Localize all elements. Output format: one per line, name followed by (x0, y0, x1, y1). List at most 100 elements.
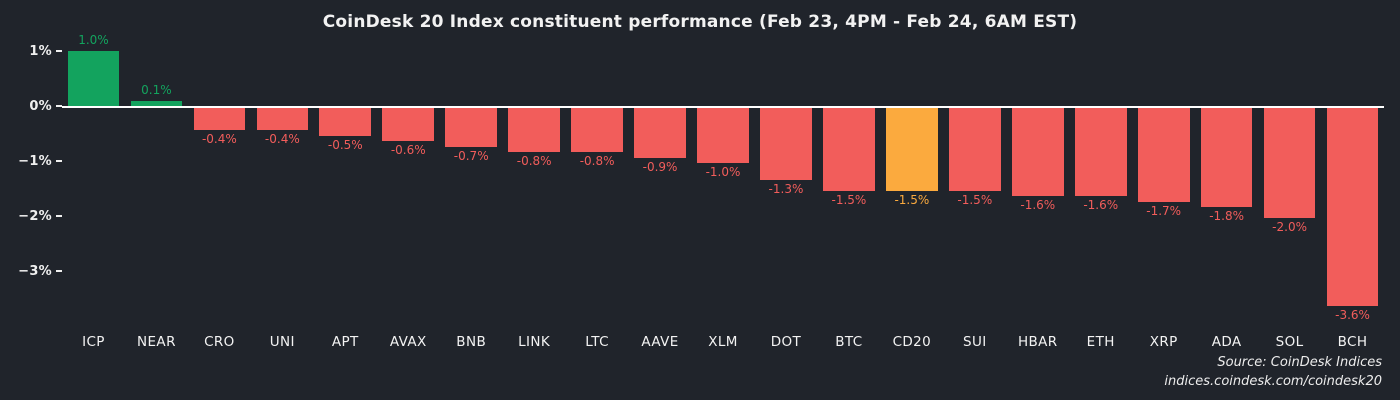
bar-column-ICP: 1.0% (62, 33, 125, 326)
bar-value-label-DOT: -1.3% (768, 181, 804, 196)
zero-axis-line (62, 106, 1384, 108)
x-label-ICP: ICP (82, 334, 105, 350)
bar-NEAR (130, 100, 183, 106)
x-label-BTC: BTC (835, 334, 863, 350)
x-label-DOT: DOT (770, 334, 802, 350)
bar-SOL (1263, 108, 1316, 218)
bar-column-BCH: -3.6% (1321, 44, 1384, 326)
y-tick-label: −1% (18, 153, 52, 169)
x-label-BCH: BCH (1337, 334, 1368, 350)
bar-column-BNB: -0.7% (440, 44, 503, 326)
bar-value-label-SUI: -1.5% (957, 192, 993, 207)
y-tick-1: 1% (29, 42, 62, 60)
bar-column-SOL: -2.0% (1258, 44, 1321, 326)
y-tick-−2: −2% (18, 207, 62, 225)
chart-title: CoinDesk 20 Index constituent performanc… (322, 12, 1078, 32)
bar-column-LTC: -0.8% (566, 44, 629, 326)
x-label-CD20: CD20 (892, 334, 932, 350)
x-label-XLM: XLM (708, 334, 738, 350)
bar-value-label-ICP: 1.0% (78, 33, 109, 47)
y-tick-label: −2% (18, 208, 52, 224)
bar-value-label-AAVE: -0.9% (642, 159, 678, 174)
y-axis: 1% 0% −1% −2% −3% (0, 44, 62, 326)
bar-ADA (1200, 108, 1253, 207)
plot-wrapper: 1% 0% −1% −2% −3% 1.0% 0.1% -0.4% -0.4% -0.5% -0.… (0, 33, 1384, 326)
y-tick-mark (56, 270, 62, 272)
bar-column-NEAR: 0.1% (125, 44, 188, 326)
bar-column-ETH: -1.6% (1069, 44, 1132, 326)
bar-APT (319, 108, 372, 136)
x-label-HBAR: HBAR (1017, 334, 1058, 350)
y-tick-−1: −1% (18, 152, 62, 170)
bar-column-XLM: -1.0% (692, 44, 755, 326)
x-label-ADA: ADA (1211, 334, 1242, 350)
bar-column-CRO: -0.4% (188, 44, 251, 326)
x-label-LTC: LTC (585, 334, 609, 350)
x-label-SUI: SUI (963, 334, 987, 350)
y-tick-mark (56, 215, 62, 217)
bar-BNB (445, 108, 498, 147)
bar-HBAR (1011, 108, 1064, 196)
bar-BCH (1326, 108, 1379, 306)
bar-column-BTC: -1.5% (817, 44, 880, 326)
bar-LTC (571, 108, 623, 152)
bar-value-label-AVAX: -0.6% (390, 143, 426, 157)
bar-column-APT: -0.5% (314, 44, 377, 326)
plot-area: 1.0% 0.1% -0.4% -0.4% -0.5% -0.6% -0.7% -0.8% -0… (62, 33, 1384, 326)
bar-value-label-SOL: -2.0% (1272, 220, 1307, 234)
source-line-2: indices.coindesk.com/coindesk20 (1164, 374, 1382, 390)
x-label-AVAX: AVAX (389, 334, 427, 350)
bar-LINK (508, 108, 560, 152)
bar-column-XRP: -1.7% (1132, 44, 1195, 326)
x-label-NEAR: NEAR (137, 334, 176, 350)
bar-BTC (823, 108, 875, 191)
x-label-SOL: SOL (1275, 334, 1304, 350)
bar-column-UNI: -0.4% (251, 44, 314, 326)
bar-value-label-BNB: -0.7% (453, 148, 489, 163)
bar-column-CD20: -1.5% (880, 44, 943, 326)
y-tick-mark (56, 50, 62, 52)
bar-XRP (1137, 108, 1190, 202)
bar-value-label-HBAR: -1.6% (1020, 198, 1056, 212)
y-tick-0: 0% (29, 97, 62, 115)
bar-SUI (949, 108, 1001, 191)
bar-ETH (1074, 108, 1127, 196)
bar-value-label-CD20: -1.5% (894, 192, 930, 207)
bar-ICP (67, 51, 120, 106)
bar-value-label-LINK: -0.8% (516, 154, 552, 168)
x-label-BNB: BNB (456, 334, 487, 350)
bar-UNI (256, 108, 309, 130)
bar-value-label-XLM: -1.0% (705, 165, 741, 179)
bar-AVAX (382, 108, 435, 141)
x-label-UNI: UNI (269, 334, 295, 350)
x-label-XRP: XRP (1149, 334, 1178, 350)
x-label-LINK: LINK (518, 334, 551, 350)
x-label-AAVE: AAVE (641, 334, 679, 350)
y-tick-mark (56, 105, 62, 107)
bar-value-label-APT: -0.5% (327, 137, 363, 152)
bar-XLM (697, 108, 749, 163)
y-tick-label: 0% (29, 98, 52, 114)
bar-value-label-BCH: -3.6% (1335, 308, 1370, 322)
bar-column-AAVE: -0.9% (629, 44, 692, 326)
bar-column-DOT: -1.3% (754, 44, 817, 326)
y-tick-label: 1% (29, 43, 52, 59)
bar-value-label-CRO: -0.4% (201, 132, 237, 146)
y-tick-label: −3% (18, 263, 52, 279)
bar-value-label-ADA: -1.8% (1209, 209, 1245, 223)
y-tick-−3: −3% (18, 262, 62, 280)
bar-value-label-ETH: -1.6% (1083, 198, 1119, 212)
bar-value-label-LTC: -0.8% (579, 154, 615, 168)
bar-column-AVAX: -0.6% (377, 44, 440, 326)
bar-column-ADA: -1.8% (1195, 44, 1258, 326)
bar-column-LINK: -0.8% (503, 44, 566, 326)
bar-value-label-UNI: -0.4% (264, 132, 300, 146)
bar-column-SUI: -1.5% (943, 44, 1006, 326)
x-axis: ICP NEAR CRO UNI APT AVAX BNB LINK LTC AAVE XLM DOT… (62, 334, 1384, 350)
x-label-CRO: CRO (204, 334, 235, 350)
bar-DOT (760, 108, 812, 180)
x-label-APT: APT (331, 334, 359, 350)
source-attribution: Source: CoinDesk Indices indices.coindes… (1164, 354, 1382, 392)
bar-value-label-XRP: -1.7% (1146, 203, 1182, 218)
